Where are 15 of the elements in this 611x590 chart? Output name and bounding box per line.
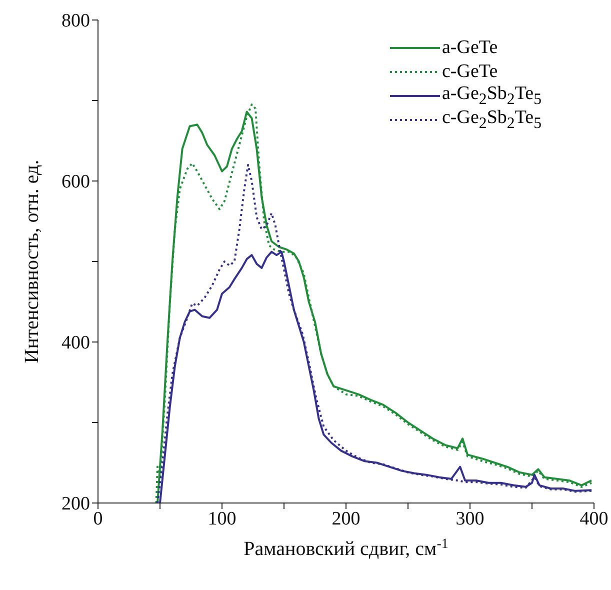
x-tick-label: 200	[332, 508, 360, 530]
x-axis-title: Рамановский сдвиг, см$^{-1}$	[244, 536, 448, 560]
legend-label: c-GeTe	[442, 61, 498, 83]
y-axis-title: Интенсивность, отн. ед.	[21, 160, 43, 364]
legend-label: a-GeTe	[442, 37, 498, 59]
x-tick-label: 0	[93, 508, 103, 530]
legend-label: c-Ge$_{2}$Sb$_{2}$Te$_{5}$	[442, 107, 542, 133]
x-tick-label: 400	[580, 508, 608, 530]
y-tick-label: 600	[62, 172, 90, 193]
y-tick-label: 400	[62, 332, 90, 354]
y-tick-label: 800	[62, 10, 90, 32]
y-tick-label: 200	[62, 494, 90, 515]
x-tick-label: 300	[456, 508, 484, 530]
legend-label: a-Ge$_{2}$Sb$_{2}$Te$_{5}$	[442, 83, 542, 109]
x-tick-label: 100	[208, 508, 236, 530]
